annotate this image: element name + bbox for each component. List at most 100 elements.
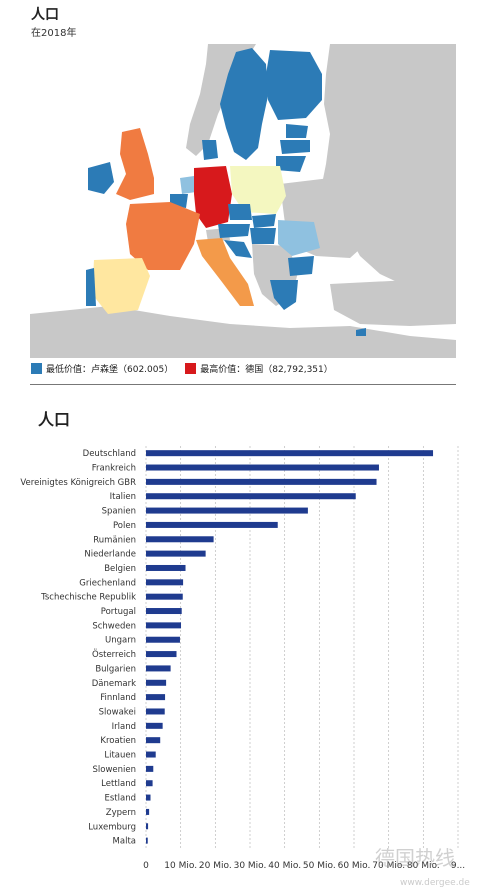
category-label: Frankreich	[92, 464, 136, 474]
map-country-poland	[230, 166, 286, 214]
category-label: Rumänien	[93, 535, 136, 545]
bar[interactable]	[146, 665, 171, 672]
bar[interactable]	[146, 694, 166, 701]
map-country-romania	[278, 220, 320, 256]
bar[interactable]	[146, 636, 180, 643]
category-label: Irland	[112, 722, 136, 732]
category-label: Polen	[113, 521, 136, 531]
bar[interactable]	[146, 737, 161, 744]
bar[interactable]	[146, 521, 278, 528]
bar[interactable]	[146, 765, 154, 772]
map-country-estonia	[286, 124, 308, 138]
category-label: Ungarn	[105, 636, 136, 646]
category-label: Belgien	[104, 564, 136, 574]
section-divider	[30, 384, 456, 385]
x-tick-label: 60 Mio.	[338, 861, 371, 871]
map-country-ireland	[88, 162, 114, 194]
x-tick-label: 80 Mio.	[407, 861, 440, 871]
map-land-north-africa	[30, 306, 456, 358]
bar[interactable]	[146, 450, 434, 457]
bar[interactable]	[146, 593, 183, 600]
bar[interactable]	[146, 808, 150, 815]
map-country-austria	[218, 224, 250, 238]
bar[interactable]	[146, 837, 148, 844]
map-country-denmark	[202, 140, 218, 160]
category-label: Bulgarien	[95, 664, 136, 674]
map-country-uk	[116, 128, 154, 200]
bar[interactable]	[146, 823, 149, 830]
category-label: Litauen	[104, 751, 136, 761]
x-tick-label: 0	[143, 861, 149, 871]
map-country-italy	[196, 238, 254, 306]
map-country-germany	[194, 166, 232, 228]
category-label: Malta	[113, 837, 136, 847]
population-bar-chart: 0 10 Mio. 20 Mio. 30 Mio. 40 Mio. 50 Mio. 60 M…	[20, 446, 465, 871]
category-label: Dänemark	[92, 679, 136, 689]
bar[interactable]	[146, 708, 165, 715]
category-label: Luxemburg	[88, 822, 136, 832]
legend-max-swatch	[185, 363, 197, 374]
category-label: Slowakei	[99, 707, 136, 717]
category-label: Kroatien	[100, 736, 136, 746]
legend-max-label: 最高价值：德国（82,792,351）	[200, 365, 333, 375]
category-label: Österreich	[92, 649, 136, 660]
legend-min-swatch	[31, 363, 42, 374]
map-title: 人口	[31, 7, 59, 23]
bar[interactable]	[146, 780, 153, 787]
map-land-turkey	[330, 280, 456, 326]
watermark-logo: 德国热线	[375, 846, 455, 870]
map-country-greece	[270, 280, 298, 310]
bar[interactable]	[146, 722, 163, 729]
legend-min-item: 最低价值：卢森堡（602.005）	[31, 362, 173, 375]
map-country-netherlands	[180, 176, 196, 194]
bar[interactable]	[146, 794, 151, 801]
map-country-slovakia	[252, 214, 276, 228]
map-country-cyprus	[356, 328, 366, 336]
category-label: Slowenien	[92, 765, 136, 775]
bar[interactable]	[146, 564, 186, 571]
bar[interactable]	[146, 507, 308, 514]
category-label: Zypern	[106, 808, 136, 818]
map-country-spain	[92, 258, 150, 314]
map-country-latvia	[280, 140, 310, 154]
legend-max-item: 最高价值：德国（82,792,351）	[185, 362, 333, 375]
x-tick-label: 70 Mio.	[372, 861, 405, 871]
bar-chart-title: 人口	[38, 410, 71, 429]
bar[interactable]	[146, 464, 379, 471]
europe-population-map[interactable]	[30, 44, 456, 358]
bar[interactable]	[146, 651, 177, 658]
x-tick-label: 20 Mio.	[199, 861, 232, 871]
map-country-czechia	[228, 204, 252, 220]
x-tick-label: 50 Mio.	[303, 861, 336, 871]
bar[interactable]	[146, 536, 214, 543]
map-legend: 最低价值：卢森堡（602.005） 最高价值：德国（82,792,351）	[31, 362, 345, 375]
bar[interactable]	[146, 550, 206, 557]
x-tick-label: 40 Mio.	[268, 861, 301, 871]
map-country-bulgaria	[288, 256, 314, 276]
map-country-finland	[266, 50, 322, 120]
bar[interactable]	[146, 751, 156, 758]
bar[interactable]	[146, 579, 184, 586]
bar[interactable]	[146, 608, 182, 615]
category-label: Italien	[110, 492, 136, 502]
category-label: Tschechische Republik	[40, 593, 136, 603]
category-label: Spanien	[102, 507, 136, 517]
legend-min-label: 最低价值：卢森堡（602.005）	[46, 365, 174, 375]
category-label: Vereinigtes Königreich GBR	[20, 478, 136, 488]
bar[interactable]	[146, 493, 356, 500]
map-subtitle: 在2018年	[31, 28, 77, 39]
category-label: Deutschland	[83, 449, 136, 459]
x-tick-label: 30 Mio.	[234, 861, 267, 871]
category-label: Niederlande	[84, 550, 136, 560]
map-country-portugal	[86, 268, 96, 306]
category-label: Schweden	[92, 621, 136, 631]
x-tick-label: 9...	[451, 861, 465, 871]
map-country-lithuania	[276, 156, 306, 172]
map-country-sweden	[220, 48, 268, 160]
bar[interactable]	[146, 679, 167, 686]
category-label: Estland	[105, 794, 137, 804]
bar[interactable]	[146, 478, 377, 485]
map-country-france	[126, 202, 200, 270]
map-country-slovenia-croatia	[224, 240, 252, 258]
bar[interactable]	[146, 622, 182, 629]
